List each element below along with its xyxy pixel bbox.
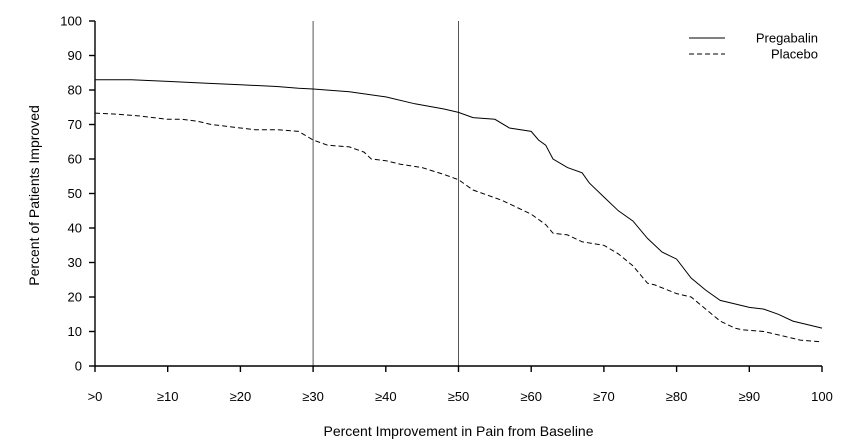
legend-label-placebo: Placebo (771, 47, 818, 62)
x-tick-label: ≥70 (593, 389, 615, 404)
y-tick-label: 40 (68, 221, 82, 236)
x-tick-label: ≥50 (448, 389, 470, 404)
y-tick-label: 30 (68, 255, 82, 270)
reference-lines (312, 21, 459, 366)
x-tick-label: ≥60 (520, 389, 542, 404)
y-tick-label: 10 (68, 324, 82, 339)
series-layer (94, 79, 823, 343)
y-tick-label: 80 (68, 83, 82, 98)
y-tick-label: 90 (68, 48, 82, 63)
y-tick-label: 20 (68, 290, 82, 305)
x-tick-label: ≥30 (302, 389, 324, 404)
series-line-pregabalin (95, 79, 823, 329)
y-tick-label: 60 (68, 152, 82, 167)
x-tick-label: ≥80 (666, 389, 688, 404)
y-tick-label: 70 (68, 117, 82, 132)
x-axis-ticks: >0 ≥10 ≥20 ≥30 ≥40 ≥50 ≥60 ≥70 ≥80 ≥90 100 (88, 366, 833, 404)
x-tick-label: 100 (811, 389, 833, 404)
y-tick-label: 0 (75, 359, 82, 374)
x-tick-label: ≥10 (157, 389, 179, 404)
y-tick-label: 50 (68, 186, 82, 201)
y-axis-ticks: 0 10 20 30 40 50 60 70 80 90 100 (60, 14, 95, 374)
x-tick-label: ≥20 (230, 389, 252, 404)
y-axis-label: Percent of Patients Improved (26, 105, 42, 286)
x-axis-label: Percent Improvement in Pain from Baselin… (323, 423, 593, 439)
x-tick-label: ≥40 (375, 389, 397, 404)
y-tick-label: 100 (60, 14, 82, 29)
x-tick-label: ≥90 (738, 389, 760, 404)
legend-label-pregabalin: Pregabalin (756, 31, 818, 46)
series-line-placebo (94, 112, 823, 343)
x-tick-label: >0 (88, 389, 103, 404)
